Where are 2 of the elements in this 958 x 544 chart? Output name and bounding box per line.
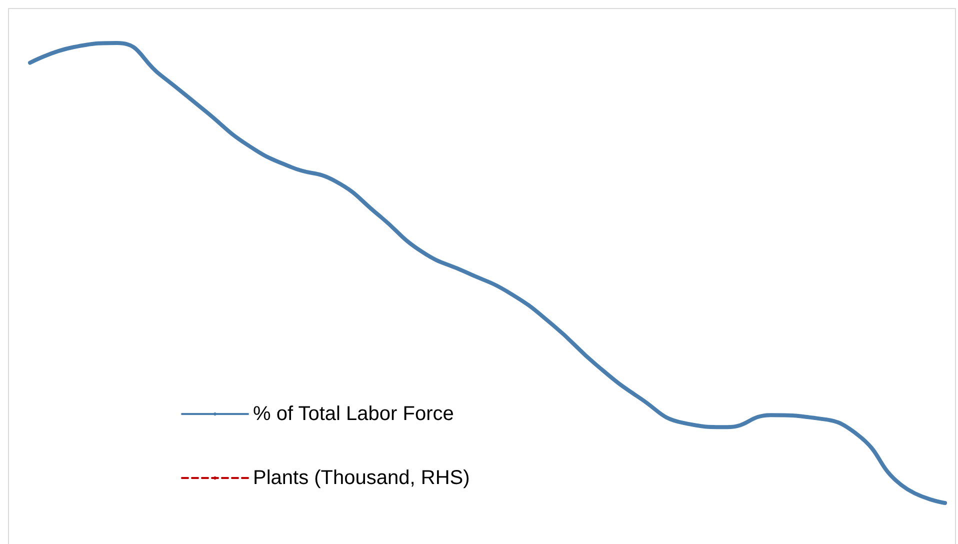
legend-label: Plants (Thousand, RHS) [253,467,470,489]
legend-label: % of Total Labor Force [253,403,454,425]
